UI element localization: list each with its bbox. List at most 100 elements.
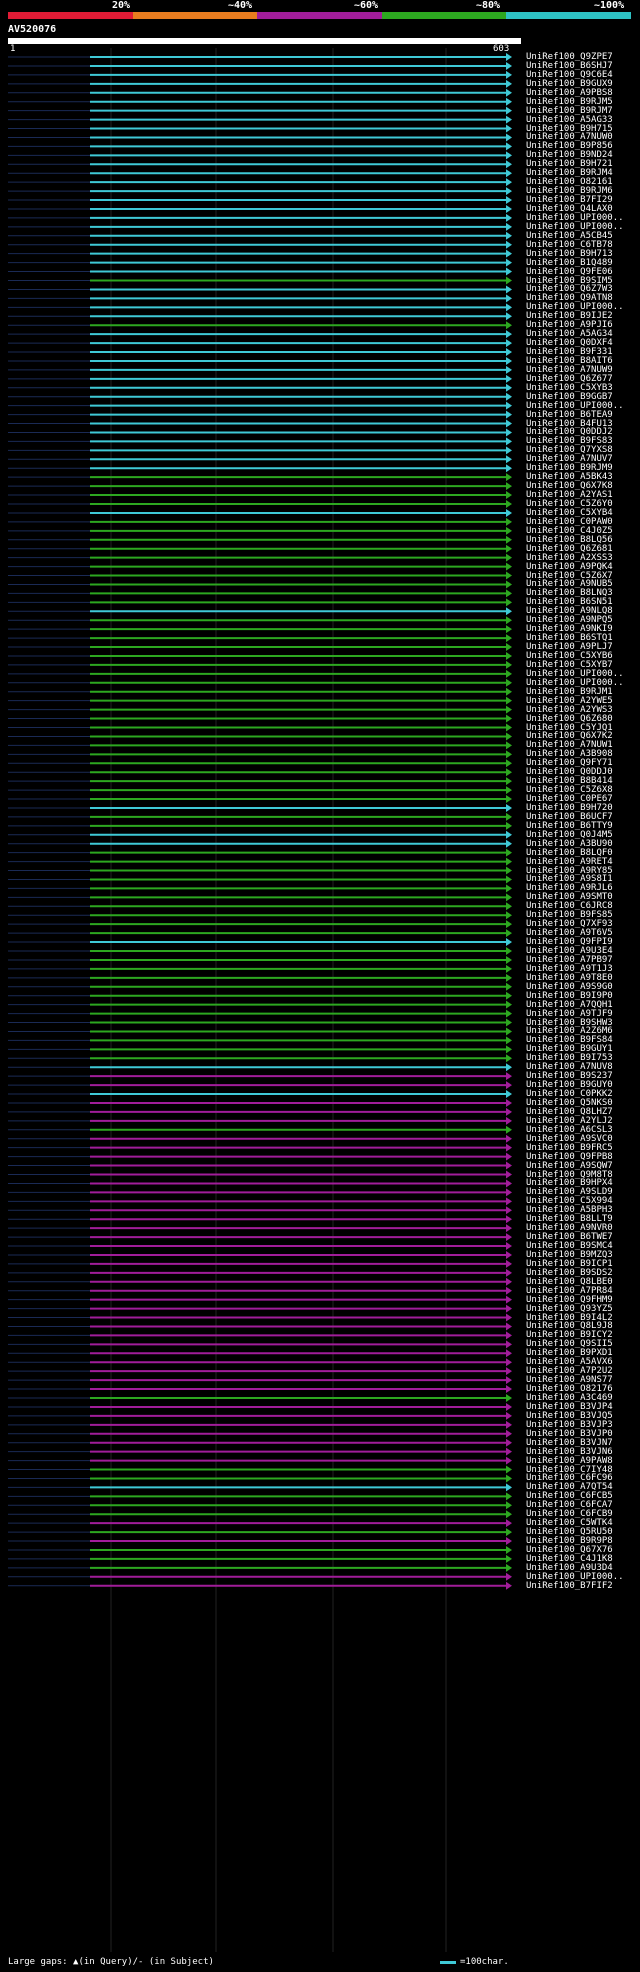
hit-label[interactable]: UniRef100_A9RY85 — [526, 865, 613, 876]
hit-label[interactable]: UniRef100_B9H713 — [526, 248, 613, 259]
hit-label[interactable]: UniRef100_C7IY48 — [526, 1464, 613, 1475]
hit-label[interactable]: UniRef100_B9GUY1 — [526, 1044, 613, 1055]
hit-label[interactable]: UniRef100_B9GUX9 — [526, 78, 613, 89]
hit-label[interactable]: UniRef100_A6CSL3 — [526, 1124, 613, 1135]
hit-label[interactable]: UniRef100_C5Z6Y0 — [526, 499, 613, 509]
hit-label[interactable]: UniRef100_B9S237 — [526, 1071, 613, 1082]
hit-label[interactable]: UniRef100_A2Z6M6 — [526, 1026, 613, 1037]
hit-label[interactable]: UniRef100_B8LNQ3 — [526, 588, 613, 599]
hit-label[interactable]: UniRef100_B9R9P8 — [526, 1536, 613, 1547]
hit-label[interactable]: UniRef100_Q6Z681 — [526, 543, 613, 554]
hit-label[interactable]: UniRef100_A3B908 — [526, 749, 613, 760]
hit-label[interactable]: UniRef100_Q8L9J8 — [526, 1321, 613, 1332]
hit-label[interactable]: UniRef100_Q9FPB8 — [526, 1151, 613, 1162]
hit-label[interactable]: UniRef100_B4FU13 — [526, 418, 613, 429]
hit-label[interactable]: UniRef100_A9TJF9 — [526, 1008, 613, 1019]
hit-label[interactable]: UniRef100_C5XYB6 — [526, 650, 613, 661]
hit-label[interactable]: UniRef100_A2YLJ2 — [526, 1115, 613, 1126]
hit-label[interactable]: UniRef100_A9T6V5 — [526, 928, 613, 939]
hit-label[interactable]: UniRef100_UPI000.. — [526, 400, 624, 411]
hit-label[interactable]: UniRef100_B9SIM5 — [526, 275, 613, 286]
hit-label[interactable]: UniRef100_C6FC96 — [526, 1473, 613, 1484]
hit-label[interactable]: UniRef100_Q4LAX0 — [526, 203, 613, 214]
hit-label[interactable]: UniRef100_B3VJP0 — [526, 1428, 613, 1439]
hit-label[interactable]: UniRef100_C5XYB4 — [526, 507, 613, 518]
hit-label[interactable]: UniRef100_B9I4L2 — [526, 1312, 613, 1323]
hit-label[interactable]: UniRef100_B9SMC4 — [526, 1241, 613, 1252]
hit-label[interactable]: UniRef100_Q9ZPE7 — [526, 52, 613, 62]
hit-label[interactable]: UniRef100_B8AIT6 — [526, 355, 613, 366]
hit-label[interactable]: UniRef100_A5AG34 — [526, 329, 613, 340]
hit-label[interactable]: UniRef100_A2YWS3 — [526, 704, 613, 715]
hit-label[interactable]: UniRef100_Q8LBE0 — [526, 1276, 613, 1287]
hit-label[interactable]: UniRef100_Q6X7K2 — [526, 731, 613, 742]
hit-label[interactable]: UniRef100_B9RJM7 — [526, 105, 613, 116]
hit-label[interactable]: UniRef100_C0PE67 — [526, 794, 613, 805]
hit-label[interactable]: UniRef100_B6SHJ7 — [526, 60, 613, 71]
hit-label[interactable]: UniRef100_A9RET4 — [526, 856, 613, 867]
hit-label[interactable]: UniRef100_Q93YZ5 — [526, 1303, 613, 1314]
hit-label[interactable]: UniRef100_Q6X7K8 — [526, 481, 613, 492]
hit-label[interactable]: UniRef100_A7QT54 — [526, 1482, 613, 1493]
hit-label[interactable]: UniRef100_B6TWE7 — [526, 1232, 613, 1243]
hit-label[interactable]: UniRef100_A7QQH1 — [526, 999, 613, 1010]
hit-label[interactable]: UniRef100_B9GUY0 — [526, 1080, 613, 1091]
hit-label[interactable]: UniRef100_B3VJP4 — [526, 1401, 613, 1412]
hit-label[interactable]: UniRef100_C4J1K8 — [526, 1553, 613, 1564]
hit-label[interactable]: UniRef100_Q6Z677 — [526, 373, 613, 384]
hit-label[interactable]: UniRef100_B3VJQ5 — [526, 1410, 613, 1421]
hit-label[interactable]: UniRef100_A7PR84 — [526, 1285, 613, 1296]
hit-label[interactable]: UniRef100_UPI000.. — [526, 221, 624, 232]
hit-label[interactable]: UniRef100_A5CB45 — [526, 230, 613, 241]
hit-label[interactable]: UniRef100_A9U3E4 — [526, 946, 613, 956]
hit-label[interactable]: UniRef100_A2YWE5 — [526, 695, 613, 706]
hit-label[interactable]: UniRef100_A9T1J3 — [526, 963, 613, 974]
hit-label[interactable]: UniRef100_C6TB78 — [526, 239, 613, 250]
hit-label[interactable]: UniRef100_B9FS84 — [526, 1035, 613, 1046]
hit-label[interactable]: UniRef100_Q6Z7W3 — [526, 284, 613, 295]
hit-label[interactable]: UniRef100_B9P856 — [526, 141, 613, 152]
hit-label[interactable]: UniRef100_C0PAW0 — [526, 516, 613, 527]
hit-label[interactable]: UniRef100_A3C469 — [526, 1393, 613, 1403]
hit-label[interactable]: UniRef100_C4J0Z5 — [526, 525, 613, 536]
hit-label[interactable]: UniRef100_A5BPH3 — [526, 1205, 613, 1216]
hit-label[interactable]: UniRef100_B6STQ1 — [526, 633, 613, 644]
hit-label[interactable]: UniRef100_UPI000.. — [526, 212, 624, 223]
hit-label[interactable]: UniRef100_Q7YXS8 — [526, 445, 613, 456]
hit-label[interactable]: UniRef100_Q0DXF4 — [526, 338, 613, 349]
hit-label[interactable]: UniRef100_C6FCA7 — [526, 1500, 613, 1511]
hit-label[interactable]: UniRef100_B3VJN6 — [526, 1446, 613, 1457]
hit-label[interactable]: UniRef100_Q9ATN8 — [526, 293, 613, 304]
hit-label[interactable]: UniRef100_Q7XF93 — [526, 919, 613, 930]
hit-label[interactable]: UniRef100_A9S9G0 — [526, 981, 613, 992]
hit-label[interactable]: UniRef100_C5XYB7 — [526, 659, 613, 670]
hit-label[interactable]: UniRef100_B9GGB7 — [526, 391, 613, 402]
hit-label[interactable]: UniRef100_B9H720 — [526, 802, 613, 813]
hit-label[interactable]: UniRef100_B3VJP3 — [526, 1419, 613, 1430]
hit-label[interactable]: UniRef100_B9RJM4 — [526, 168, 613, 179]
hit-label[interactable]: UniRef100_B9SDS2 — [526, 1267, 613, 1278]
hit-label[interactable]: UniRef100_A7NUW0 — [526, 132, 613, 143]
hit-label[interactable]: UniRef100_B1Q489 — [526, 257, 613, 268]
hit-label[interactable]: UniRef100_B6SN51 — [526, 597, 613, 608]
hit-label[interactable]: UniRef100_A9T8E0 — [526, 972, 613, 983]
hit-label[interactable]: UniRef100_B8B414 — [526, 776, 613, 787]
hit-label[interactable]: UniRef100_A2XSS3 — [526, 552, 613, 563]
hit-label[interactable]: UniRef100_B9H715 — [526, 123, 613, 134]
hit-label[interactable]: UniRef100_Q6Z680 — [526, 713, 613, 724]
hit-label[interactable]: UniRef100_A7PB97 — [526, 954, 613, 965]
hit-label[interactable]: UniRef100_B9F331 — [526, 347, 613, 358]
hit-label[interactable]: UniRef100_UPI000.. — [526, 677, 624, 688]
hit-label[interactable]: UniRef100_B9FS83 — [526, 436, 613, 447]
hit-label[interactable]: UniRef100_A3BU90 — [526, 838, 613, 849]
hit-label[interactable]: UniRef100_O82176 — [526, 1384, 613, 1395]
hit-label[interactable]: UniRef100_C5WTK4 — [526, 1518, 613, 1529]
hit-label[interactable]: UniRef100_B9IJE2 — [526, 311, 613, 322]
hit-label[interactable]: UniRef100_Q9FHM9 — [526, 1294, 613, 1305]
hit-label[interactable]: UniRef100_B8LQ56 — [526, 534, 613, 545]
hit-label[interactable]: UniRef100_Q5RU50 — [526, 1527, 613, 1538]
hit-label[interactable]: UniRef100_A5AVX6 — [526, 1357, 613, 1368]
hit-label[interactable]: UniRef100_A5BK43 — [526, 472, 613, 483]
hit-label[interactable]: UniRef100_A9SQW7 — [526, 1160, 613, 1171]
hit-label[interactable]: UniRef100_B7FIF2 — [526, 1580, 613, 1591]
